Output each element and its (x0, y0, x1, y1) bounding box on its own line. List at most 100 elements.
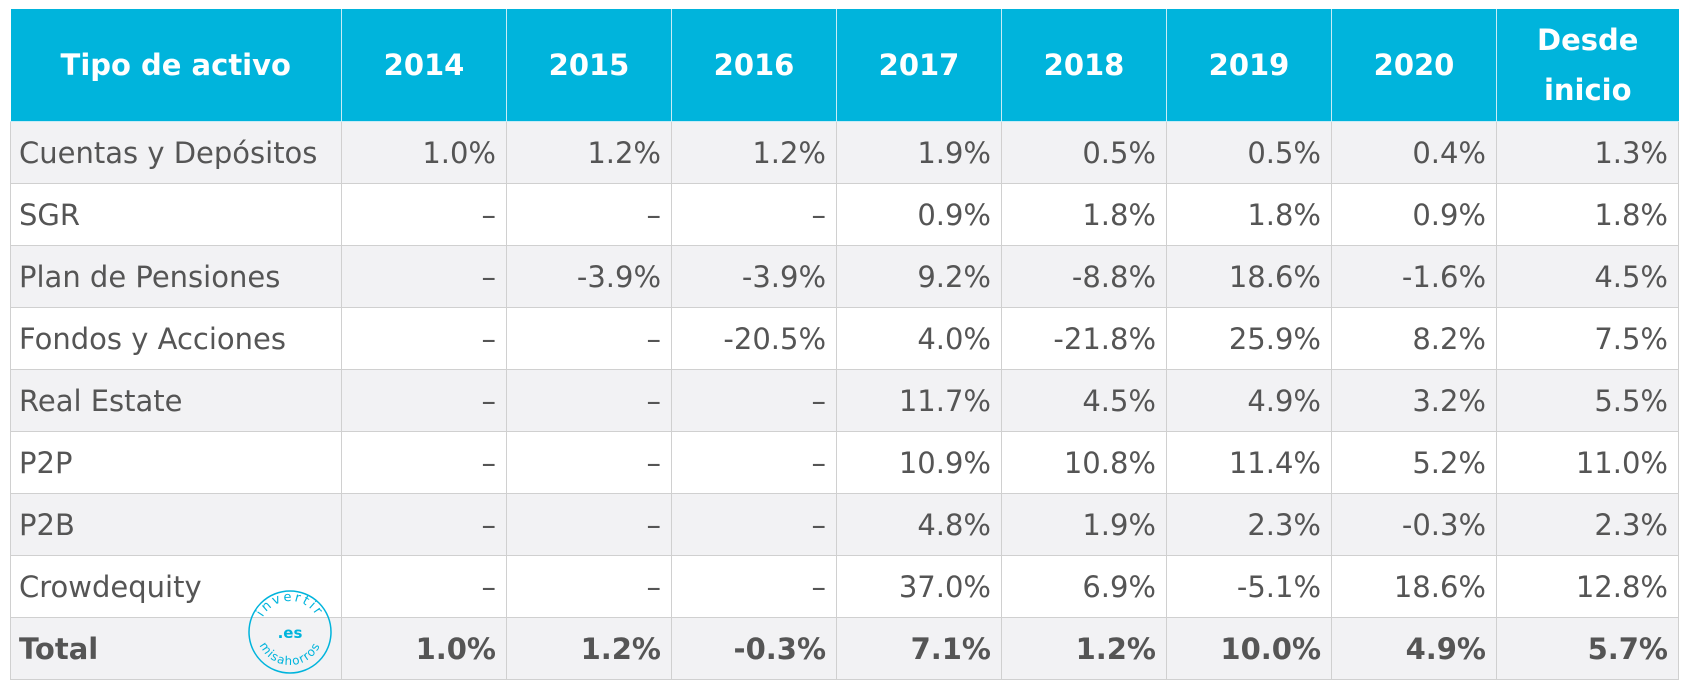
return-cell: 18.6% (1331, 555, 1497, 618)
return-cell: 8.2% (1331, 307, 1497, 370)
return-cell: 0.4% (1331, 121, 1497, 184)
header-2015: 2015 (506, 9, 672, 122)
return-cell: – (341, 245, 507, 308)
return-cell: 1.9% (1001, 493, 1167, 556)
header-2017: 2017 (836, 9, 1002, 122)
return-cell: -0.3% (671, 617, 837, 680)
return-cell: -3.9% (506, 245, 672, 308)
return-cell: 4.8% (836, 493, 1002, 556)
asset-name-cell: P2B (10, 493, 342, 556)
table-row: P2P – – –10.9% 10.8% 11.4% 5.2% 11.0% (10, 431, 1679, 494)
return-cell: 10.8% (1001, 431, 1167, 494)
return-cell: 25.9% (1166, 307, 1332, 370)
table-row: Plan de Pensiones – -3.9% -3.9% 9.2% -8.8% 18.… (10, 245, 1679, 308)
header-2018: 2018 (1001, 9, 1167, 122)
return-cell: – (506, 493, 672, 556)
return-cell: 10.9% (836, 431, 1002, 494)
return-cell: -0.3% (1331, 493, 1497, 556)
return-cell: 4.9% (1331, 617, 1497, 680)
asset-name-cell: Crowdequity (10, 555, 342, 618)
return-cell: 7.1% (836, 617, 1002, 680)
return-cell: – (506, 307, 672, 370)
return-cell: 1.9% (836, 121, 1002, 184)
return-cell: – (671, 555, 837, 618)
return-cell: 11.7% (836, 369, 1002, 432)
table-row: Real Estate – – –11.7% 4.5% 4.9% 3.2% 5.5% (10, 369, 1679, 432)
header-row: Tipo de activo 2014 2015 2016 2017 2018 … (10, 9, 1679, 122)
return-cell: -21.8% (1001, 307, 1167, 370)
header-2014: 2014 (341, 9, 507, 122)
table-row: Crowdequity – – –37.0% 6.9% -5.1% 18.6% 12.8% (10, 555, 1679, 618)
table-row: Fondos y Acciones – – -20.5% 4.0% -21.8% 25.9%… (10, 307, 1679, 370)
asset-name-cell: Cuentas y Depósitos (10, 121, 342, 184)
return-cell: 1.2% (506, 121, 672, 184)
return-cell: -3.9% (671, 245, 837, 308)
return-cell: – (506, 431, 672, 494)
return-cell: 12.8% (1496, 555, 1679, 618)
return-cell: -5.1% (1166, 555, 1332, 618)
return-cell: – (506, 555, 672, 618)
return-cell: 0.9% (836, 183, 1002, 246)
return-cell: 7.5% (1496, 307, 1679, 370)
return-cell: 4.0% (836, 307, 1002, 370)
return-cell: 0.5% (1166, 121, 1332, 184)
asset-name-cell: Plan de Pensiones (10, 245, 342, 308)
return-cell: 11.4% (1166, 431, 1332, 494)
watermark-bottom-text: misahorros (257, 639, 322, 668)
return-cell: 4.5% (1496, 245, 1679, 308)
return-cell: 18.6% (1166, 245, 1332, 308)
return-cell: 10.0% (1166, 617, 1332, 680)
return-cell: 6.9% (1001, 555, 1167, 618)
return-cell: 4.9% (1166, 369, 1332, 432)
return-cell: – (341, 307, 507, 370)
return-cell: – (671, 493, 837, 556)
return-cell: – (341, 183, 507, 246)
returns-table: Tipo de activo 2014 2015 2016 2017 2018 … (10, 9, 1679, 680)
return-cell: 1.0% (341, 121, 507, 184)
return-cell: 0.5% (1001, 121, 1167, 184)
total-row: Total 1.0% 1.2% -0.3% 7.1% 1.2% 10.0% 4.9% 5.7% (10, 617, 1679, 680)
header-2016: 2016 (671, 9, 837, 122)
return-cell: 1.2% (506, 617, 672, 680)
return-cell: – (341, 493, 507, 556)
header-asset-type: Tipo de activo (10, 9, 342, 122)
invertir-misahorros-logo: invertir .es misahorros (248, 590, 332, 674)
watermark-top-text: invertir (253, 590, 324, 620)
returns-table-container: Tipo de activo 2014 2015 2016 2017 2018 … (10, 9, 1679, 680)
watermark-center-text: .es (278, 624, 303, 642)
table-row: P2B – – –4.8% 1.9% 2.3% -0.3% 2.3% (10, 493, 1679, 556)
header-since-start: Desde inicio (1496, 9, 1679, 122)
asset-name-cell: P2P (10, 431, 342, 494)
return-cell: -1.6% (1331, 245, 1497, 308)
return-cell: – (671, 431, 837, 494)
return-cell: 37.0% (836, 555, 1002, 618)
return-cell: – (506, 183, 672, 246)
table-row: SGR – – –0.9% 1.8% 1.8% 0.9% 1.8% (10, 183, 1679, 246)
return-cell: – (671, 183, 837, 246)
asset-name-cell: Total (10, 617, 342, 680)
header-2019: 2019 (1166, 9, 1332, 122)
return-cell: 1.8% (1001, 183, 1167, 246)
table-row: Cuentas y Depósitos 1.0% 1.2% 1.2% 1.9% 0.5% 0… (10, 121, 1679, 184)
return-cell: 4.5% (1001, 369, 1167, 432)
return-cell: -20.5% (671, 307, 837, 370)
return-cell: – (341, 555, 507, 618)
svg-text:invertir: invertir (253, 590, 326, 620)
return-cell: 3.2% (1331, 369, 1497, 432)
return-cell: 5.2% (1331, 431, 1497, 494)
header-2020: 2020 (1331, 9, 1497, 122)
return-cell: 1.2% (1001, 617, 1167, 680)
return-cell: 2.3% (1496, 493, 1679, 556)
return-cell: – (341, 369, 507, 432)
return-cell: 0.9% (1331, 183, 1497, 246)
svg-text:misahorros: misahorros (257, 639, 323, 668)
asset-name-cell: Real Estate (10, 369, 342, 432)
return-cell: 1.3% (1496, 121, 1679, 184)
return-cell: – (671, 369, 837, 432)
return-cell: 2.3% (1166, 493, 1332, 556)
return-cell: -8.8% (1001, 245, 1167, 308)
return-cell: 5.5% (1496, 369, 1679, 432)
return-cell: 5.7% (1496, 617, 1679, 680)
return-cell: – (341, 431, 507, 494)
return-cell: 9.2% (836, 245, 1002, 308)
